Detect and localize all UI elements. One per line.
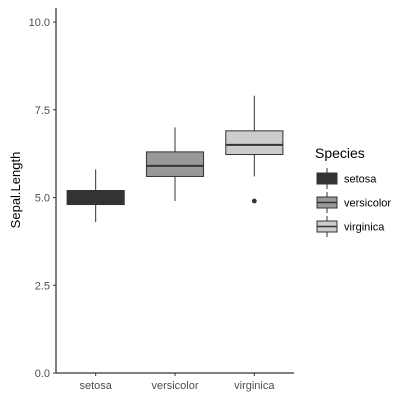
y-axis-title: Sepal.Length xyxy=(8,152,23,229)
box-body xyxy=(225,130,284,156)
y-tick-label: 7.5 xyxy=(35,105,50,117)
legend-label: setosa xyxy=(344,174,377,186)
box-setosa xyxy=(66,169,125,223)
legend-item-versicolor: versicolor xyxy=(316,192,391,213)
y-ticks: 0.0 2.5 5.0 7.5 10.0 xyxy=(29,17,56,380)
legend-item-virginica: virginica xyxy=(316,216,385,237)
legend-title: Species xyxy=(315,145,365,161)
legend: Species setosa versicolor virginica xyxy=(315,145,391,237)
x-ticks: setosa versicolor virginica xyxy=(79,373,275,392)
x-tick-label: versicolor xyxy=(151,380,198,392)
legend-label: versicolor xyxy=(344,198,391,210)
legend-item-setosa: setosa xyxy=(316,168,377,189)
legend-label: virginica xyxy=(344,222,385,234)
plot-area xyxy=(66,95,284,223)
y-tick-label: 0.0 xyxy=(35,368,50,380)
box-body xyxy=(145,151,205,177)
box-versicolor xyxy=(145,127,205,202)
box-virginica xyxy=(225,95,284,204)
outlier-point xyxy=(251,198,257,204)
x-tick-label: setosa xyxy=(79,380,112,392)
y-tick-label: 10.0 xyxy=(29,17,50,29)
x-tick-label: virginica xyxy=(234,380,275,392)
y-tick-label: 2.5 xyxy=(35,280,50,292)
y-tick-label: 5.0 xyxy=(35,193,50,205)
